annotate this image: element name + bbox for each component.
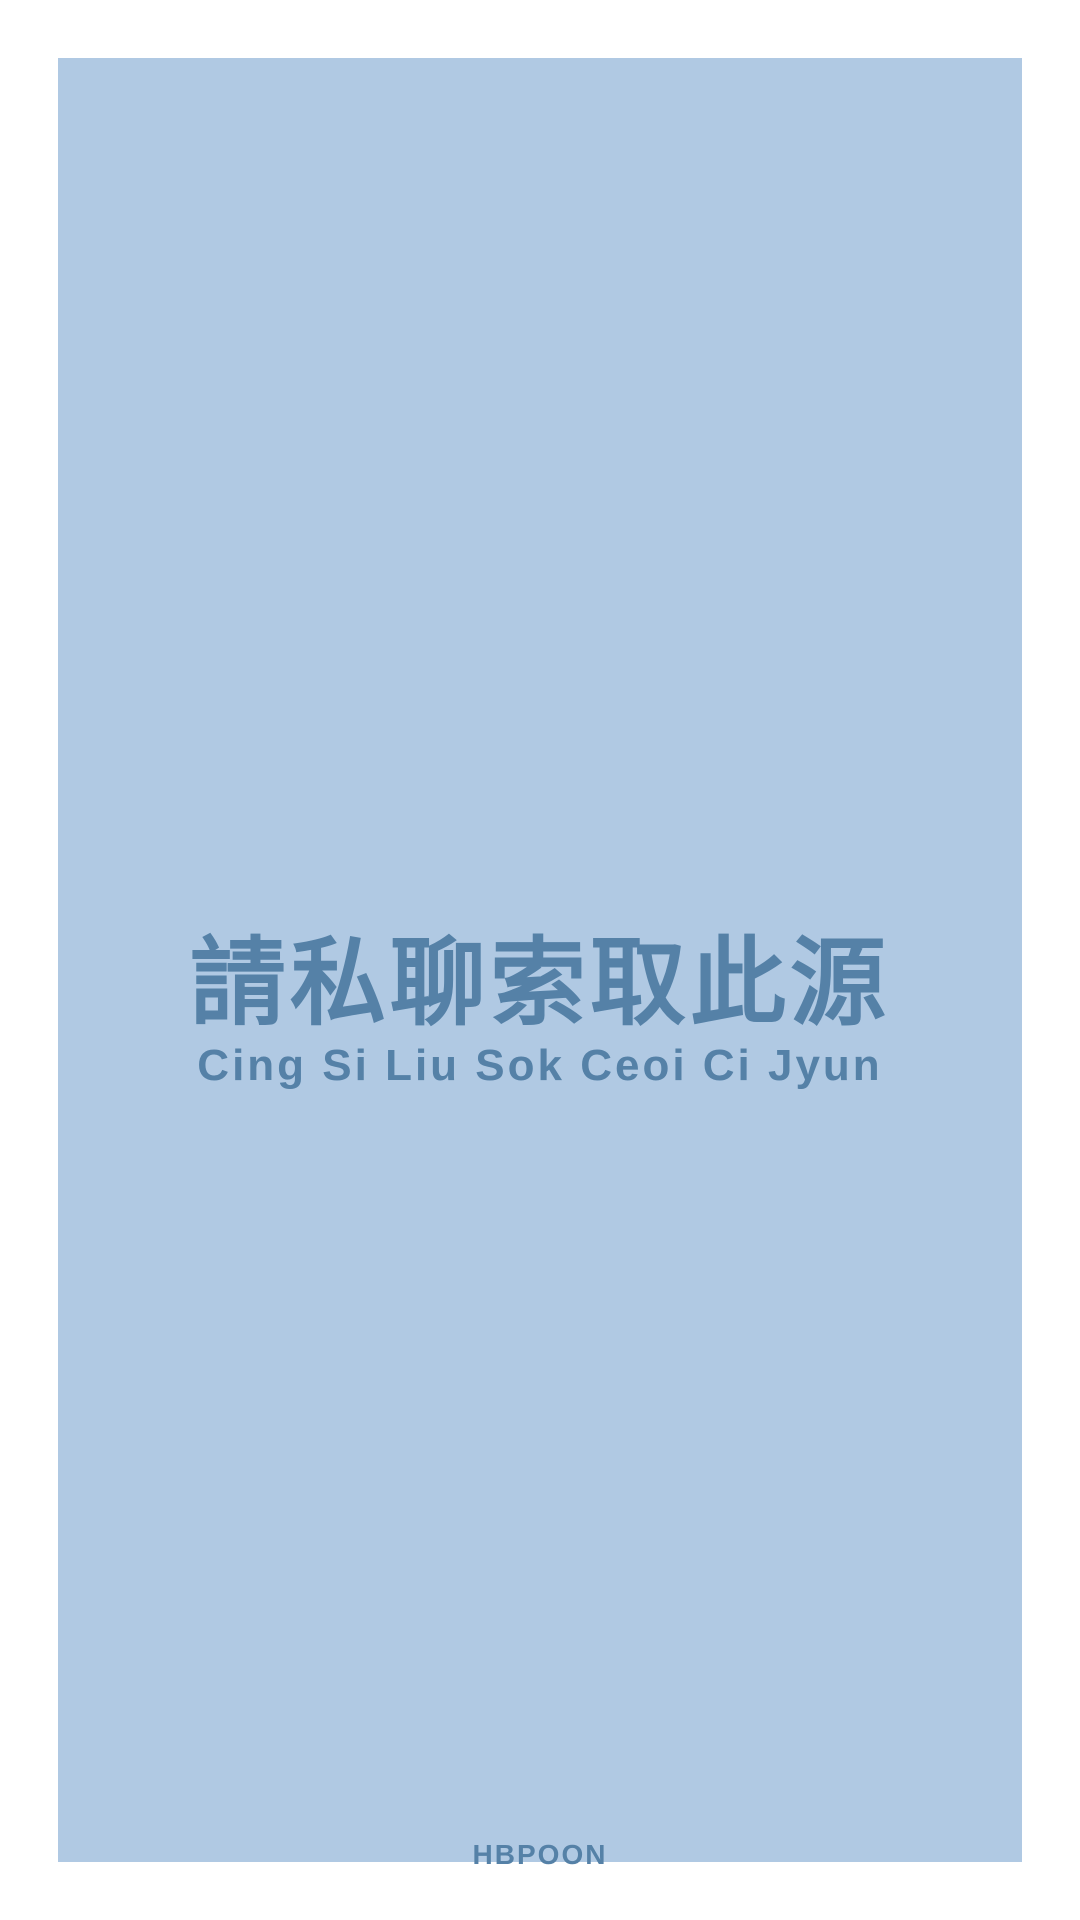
footer-brand: HBPOON: [472, 1839, 608, 1870]
background-panel: 請私聊索取此源 Cing Si Liu Sok Ceoi Ci Jyun HBP…: [58, 58, 1022, 1870]
title-romanization: Cing Si Liu Sok Ceoi Ci Jyun: [197, 1041, 883, 1090]
title-block: 請私聊索取此源 Cing Si Liu Sok Ceoi Ci Jyun: [58, 928, 1022, 1094]
title-chinese: 請私聊索取此源: [190, 926, 890, 1039]
